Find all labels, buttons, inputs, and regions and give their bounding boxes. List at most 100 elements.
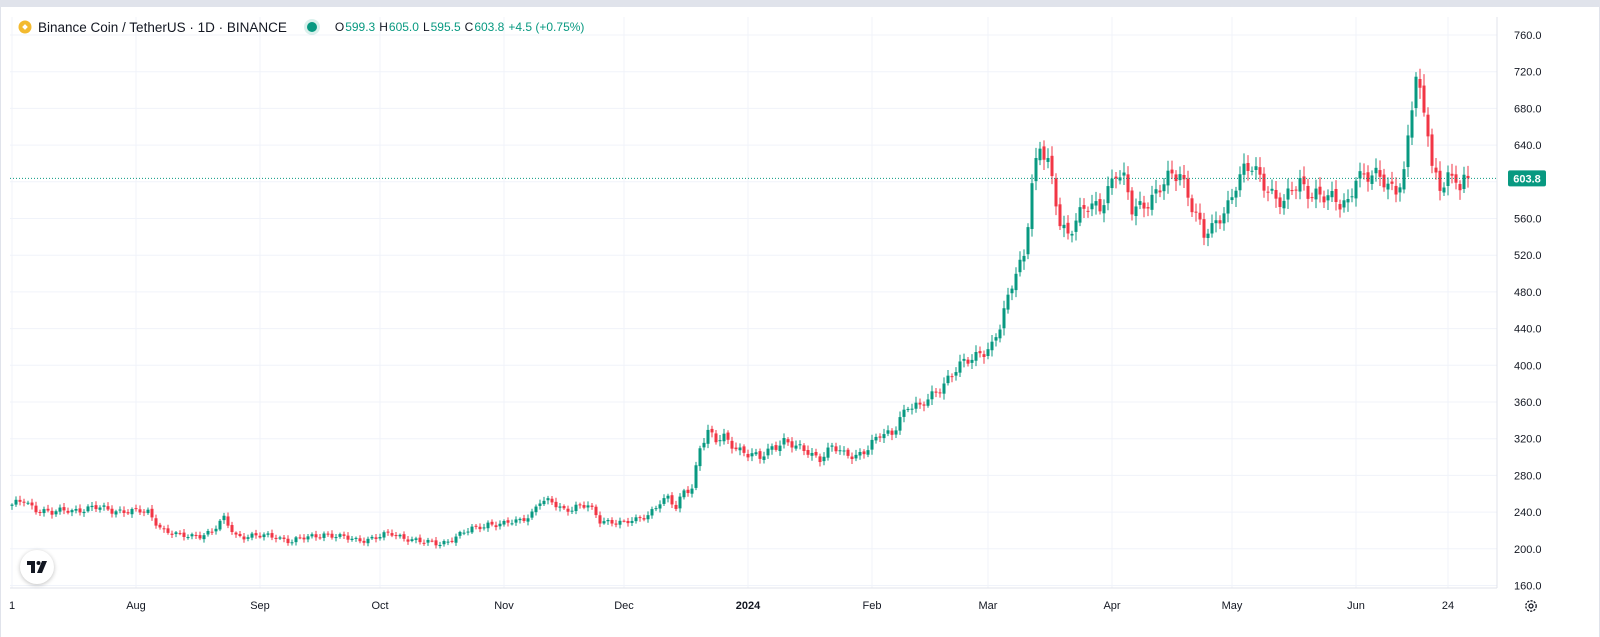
candle-body — [662, 498, 666, 504]
y-tick-label: 520.0 — [1514, 250, 1542, 262]
candle-body — [678, 496, 682, 509]
candle-body — [642, 518, 646, 520]
y-tick-label: 160.0 — [1514, 581, 1542, 593]
candle-body — [434, 540, 438, 546]
candle-body — [934, 391, 938, 393]
candle-body — [1410, 110, 1414, 138]
candle-body — [1006, 294, 1010, 310]
candle-body — [1354, 180, 1358, 199]
candle-body — [346, 535, 350, 540]
candle-body — [782, 438, 786, 445]
candle-body — [18, 499, 22, 502]
candle-body — [1386, 183, 1390, 190]
candle-body — [786, 439, 790, 443]
candle-body — [426, 539, 430, 543]
candle-body — [1250, 170, 1254, 172]
market-status-dot-icon[interactable] — [306, 22, 317, 32]
candle-body — [990, 341, 994, 351]
candle-body — [126, 512, 130, 514]
candle-body — [1054, 178, 1058, 207]
tradingview-logo-icon[interactable] — [20, 550, 54, 584]
symbol-title[interactable]: Binance Coin / TetherUS · 1D · BINANCE — [38, 19, 287, 35]
candle-body — [578, 504, 582, 506]
candle-body — [498, 523, 502, 527]
candle-body — [298, 537, 302, 539]
candle-body — [170, 533, 174, 535]
candle-body — [222, 515, 226, 521]
candle-body — [1218, 220, 1222, 224]
candle-body — [362, 540, 366, 543]
candle-body — [1146, 207, 1150, 209]
candle-body — [194, 534, 198, 536]
candle-body — [274, 537, 278, 539]
candle-body — [1130, 190, 1134, 215]
candle-body — [102, 505, 106, 507]
candle-body — [138, 509, 142, 513]
x-tick-label: Apr — [1103, 600, 1120, 612]
candle-body — [1270, 188, 1274, 191]
candle-body — [654, 508, 658, 510]
candle-body — [846, 449, 850, 456]
x-tick-label: 24 — [1442, 600, 1454, 612]
candle-body — [290, 542, 294, 544]
ohlc-values: O599.3 H605.0 L595.5 C603.8 +4.5 (+0.75%… — [334, 20, 585, 34]
candle-body — [1034, 158, 1038, 182]
candle-body — [1394, 185, 1398, 195]
candle-body — [46, 508, 50, 511]
candle-body — [534, 506, 538, 513]
candle-body — [1038, 148, 1042, 161]
x-tick-label: 1 — [9, 600, 15, 612]
candle-body — [418, 537, 422, 543]
candle-body — [458, 531, 462, 536]
candle-body — [562, 506, 566, 509]
candle-body — [1154, 189, 1158, 194]
candle-body — [482, 527, 486, 529]
candle-body — [1314, 188, 1318, 200]
candle-body — [494, 525, 498, 528]
candle-body — [1430, 134, 1434, 166]
candle-body — [1282, 200, 1286, 209]
y-tick-label: 400.0 — [1514, 360, 1542, 372]
candle-body — [1322, 196, 1326, 203]
candle-body — [118, 509, 122, 511]
candle-body — [1358, 171, 1362, 179]
candle-body — [970, 359, 974, 363]
candle-body — [1438, 170, 1442, 191]
candle-body — [706, 429, 710, 444]
candle-body — [250, 533, 254, 538]
x-tick-label: May — [1222, 600, 1243, 612]
high-value: 605.0 — [388, 20, 419, 34]
candle-body — [242, 536, 246, 540]
candle-body — [874, 436, 878, 441]
candle-body — [1362, 173, 1366, 175]
candle-body — [1014, 273, 1018, 291]
candle-body — [1226, 200, 1230, 214]
y-tick-label: 360.0 — [1514, 397, 1542, 409]
candle-body — [926, 399, 930, 406]
candle-body — [1350, 196, 1354, 198]
candle-body — [366, 538, 370, 544]
y-tick-label: 560.0 — [1514, 214, 1542, 226]
y-tick-label: 680.0 — [1514, 103, 1542, 115]
candles — [10, 68, 1497, 549]
candle-body — [354, 537, 358, 539]
candle-body — [98, 507, 102, 510]
candle-body — [574, 504, 578, 512]
candle-body — [202, 535, 206, 540]
settings-gear-icon[interactable] — [1523, 598, 1539, 614]
candle-body — [1002, 308, 1006, 329]
candle-body — [698, 448, 702, 467]
candle-body — [486, 522, 490, 529]
candle-body — [414, 538, 418, 540]
last-price-badge — [1508, 170, 1546, 187]
candle-body — [38, 512, 42, 514]
candle-body — [402, 534, 406, 539]
candle-body — [54, 511, 58, 515]
candle-body — [294, 537, 298, 543]
candle-body — [1382, 174, 1386, 188]
candle-body — [866, 450, 870, 455]
candle-body — [690, 488, 694, 494]
candle-body — [1398, 187, 1402, 193]
candle-body — [838, 450, 842, 452]
